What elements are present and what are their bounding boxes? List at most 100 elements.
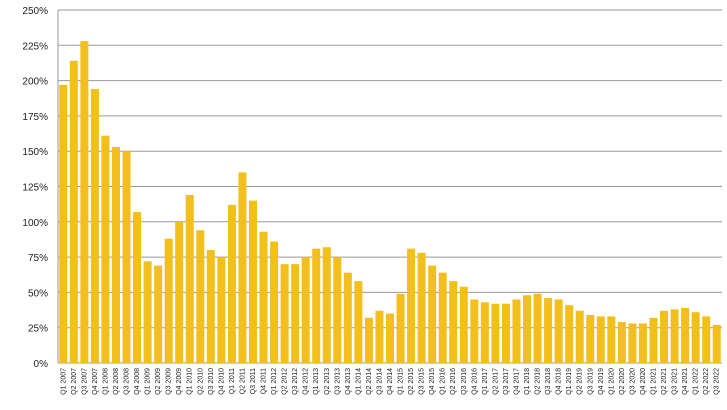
bar <box>533 293 542 363</box>
y-tick-label: 0% <box>34 359 49 370</box>
x-tick-label: Q4 2012 <box>303 368 310 395</box>
bar <box>396 293 405 363</box>
x-tick-label: Q1 2010 <box>187 368 194 395</box>
bar <box>438 272 447 363</box>
x-tick-label: Q1 2009 <box>145 368 152 395</box>
bar <box>280 264 289 363</box>
bar <box>248 200 257 363</box>
bar <box>565 305 574 363</box>
bar <box>333 257 342 363</box>
y-tick-label: 25% <box>28 324 48 335</box>
x-tick-label: Q3 2014 <box>376 368 383 395</box>
bar <box>301 257 310 363</box>
x-tick-label: Q2 2021 <box>661 368 668 395</box>
x-tick-label: Q4 2007 <box>92 368 99 395</box>
x-tick-label: Q4 2016 <box>471 368 478 395</box>
bar <box>596 316 605 363</box>
bar <box>628 323 637 363</box>
bar <box>59 84 68 363</box>
x-tick-label: Q1 2008 <box>102 368 109 395</box>
x-tick-label: Q1 2014 <box>355 368 362 395</box>
x-tick-label: Q2 2016 <box>450 368 457 395</box>
x-tick-label: Q4 2019 <box>598 368 605 395</box>
bar <box>691 312 700 363</box>
bar <box>175 221 184 363</box>
x-tick-label: Q2 2017 <box>492 368 499 395</box>
bar <box>617 322 626 363</box>
bar <box>354 281 363 363</box>
x-tick-label: Q4 2021 <box>682 368 689 395</box>
x-tick-label: Q4 2020 <box>640 368 647 395</box>
bar <box>343 272 352 363</box>
x-tick-label: Q3 2016 <box>461 368 468 395</box>
x-tick-label: Q2 2011 <box>239 368 246 394</box>
x-tick-label: Q2 2008 <box>113 368 120 395</box>
x-tick-label: Q1 2007 <box>60 368 67 395</box>
bar <box>681 307 690 363</box>
x-tick-label: Q4 2010 <box>218 368 225 395</box>
bar <box>364 317 373 363</box>
x-tick-label: Q2 2022 <box>703 368 710 395</box>
bar <box>291 264 300 363</box>
x-tick-label: Q2 2014 <box>366 368 373 395</box>
bar <box>459 286 468 363</box>
x-tick-label: Q3 2012 <box>292 368 299 395</box>
x-tick-label: Q3 2015 <box>419 368 426 395</box>
bar <box>238 172 247 363</box>
x-tick-label: Q1 2017 <box>482 368 489 395</box>
bar <box>575 310 584 363</box>
bar <box>638 323 647 363</box>
y-tick-label: 225% <box>22 41 48 52</box>
bar <box>554 299 563 363</box>
x-tick-label: Q1 2018 <box>524 368 531 395</box>
bar <box>523 295 532 363</box>
x-tick-label: Q1 2015 <box>398 368 405 395</box>
x-tick-label: Q1 2016 <box>440 368 447 395</box>
x-tick-label: Q4 2013 <box>345 368 352 395</box>
bar <box>164 238 173 363</box>
bar <box>143 261 152 363</box>
bar <box>586 314 595 363</box>
bar <box>702 316 711 363</box>
x-tick-label: Q1 2021 <box>650 368 657 395</box>
bar <box>501 303 510 363</box>
x-tick-label: Q2 2010 <box>197 368 204 395</box>
bar <box>480 302 489 363</box>
x-tick-label: Q1 2011 <box>229 368 236 394</box>
x-tick-label: Q4 2011 <box>261 368 268 394</box>
bar <box>270 241 279 363</box>
bar <box>670 309 679 363</box>
bar <box>449 281 458 363</box>
x-tick-label: Q2 2007 <box>71 368 78 395</box>
x-tick-label: Q2 2019 <box>577 368 584 395</box>
x-tick-label: Q2 2009 <box>155 368 162 395</box>
y-tick-label: 75% <box>28 253 48 264</box>
x-tick-label: Q4 2015 <box>429 368 436 395</box>
x-tick-label: Q2 2013 <box>324 368 331 395</box>
x-tick-label: Q3 2017 <box>503 368 510 395</box>
x-tick-label: Q1 2022 <box>693 368 700 395</box>
bar <box>111 146 120 363</box>
bar <box>375 310 384 363</box>
bar <box>512 299 521 363</box>
bar <box>544 298 553 363</box>
x-tick-label: Q4 2018 <box>556 368 563 395</box>
y-tick-label: 100% <box>22 218 48 229</box>
x-tick-label: Q3 2021 <box>672 368 679 395</box>
x-tick-label: Q4 2009 <box>176 368 183 395</box>
bar <box>322 247 331 363</box>
bar <box>80 41 89 364</box>
x-tick-label: Q3 2022 <box>714 368 721 395</box>
bar <box>185 194 194 363</box>
bar <box>133 211 142 363</box>
x-tick-label: Q3 2011 <box>250 368 257 394</box>
bar <box>660 310 669 363</box>
x-tick-label: Q4 2008 <box>134 368 141 395</box>
x-tick-label: Q2 2015 <box>408 368 415 395</box>
bar <box>712 324 721 363</box>
x-tick-label: Q2 2020 <box>619 368 626 395</box>
bar <box>417 252 426 363</box>
bar <box>154 265 163 363</box>
y-tick-label: 250% <box>22 6 48 17</box>
x-tick-label: Q3 2018 <box>545 368 552 395</box>
